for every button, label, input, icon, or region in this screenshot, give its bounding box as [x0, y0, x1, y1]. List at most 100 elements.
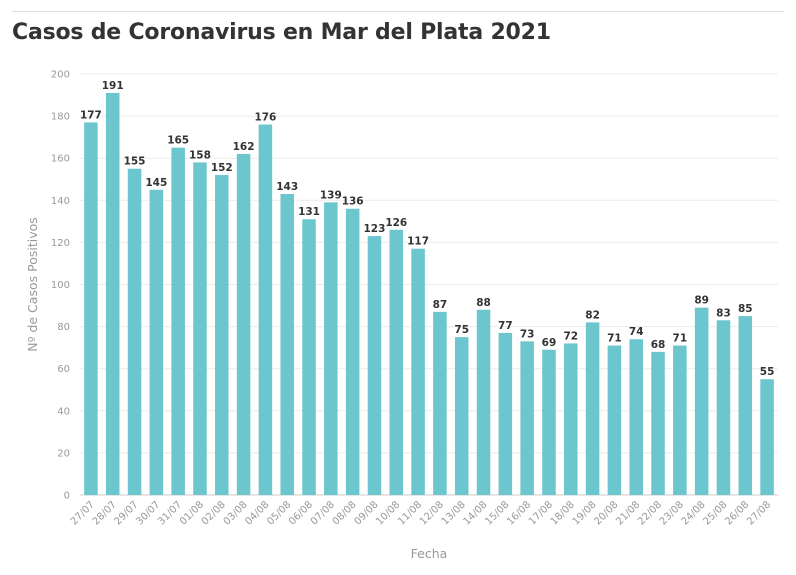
y-tick-label: 0 [64, 491, 70, 502]
y-tick-label: 140 [51, 196, 70, 207]
x-tick-label: 29/07 [112, 499, 140, 527]
bar [542, 349, 556, 495]
data-label: 131 [298, 206, 320, 218]
bar [760, 379, 774, 495]
data-label: 77 [498, 320, 513, 332]
data-label: 123 [364, 223, 386, 235]
y-tick-label: 60 [57, 364, 70, 375]
x-tick-label: 27/07 [69, 499, 97, 527]
bar [258, 124, 273, 496]
x-tick-label: 23/08 [658, 499, 686, 527]
data-label: 158 [189, 149, 211, 161]
x-tick-label: 13/08 [440, 499, 468, 527]
data-label: 136 [342, 196, 364, 208]
data-label: 72 [563, 330, 578, 342]
data-label: 126 [385, 217, 407, 229]
data-label: 89 [694, 295, 709, 307]
bar [694, 307, 709, 495]
x-tick-label: 25/08 [701, 499, 729, 527]
bar [105, 92, 120, 495]
y-tick-label: 40 [57, 406, 70, 417]
data-label: 69 [542, 337, 557, 349]
y-tick-label: 180 [51, 112, 70, 123]
x-tick-label: 19/08 [571, 499, 599, 527]
x-tick-label: 07/08 [309, 499, 337, 527]
data-label: 85 [738, 303, 753, 315]
bar [345, 208, 360, 495]
bar [738, 316, 753, 495]
chart-title: Casos de Coronavirus en Mar del Plata 20… [12, 20, 551, 45]
y-tick-label: 20 [57, 448, 70, 459]
data-label: 162 [233, 141, 255, 153]
bar [564, 343, 578, 495]
data-label: 152 [211, 162, 233, 174]
y-tick-label: 200 [51, 70, 70, 81]
bar [149, 189, 164, 495]
x-tick-label: 28/07 [91, 499, 119, 527]
y-tick-label: 160 [51, 154, 70, 165]
x-tick-label: 04/08 [243, 499, 271, 527]
bar [84, 122, 98, 495]
x-axis-title: Fecha [411, 546, 448, 561]
data-label: 74 [629, 326, 644, 338]
data-label: 55 [760, 366, 775, 378]
bars [84, 92, 774, 496]
x-tick-label: 31/07 [156, 499, 184, 527]
data-label: 139 [320, 189, 342, 201]
bar [520, 341, 534, 495]
x-tick-label: 02/08 [200, 499, 228, 527]
bar [127, 168, 142, 495]
x-tick-label: 03/08 [222, 499, 250, 527]
bar [302, 219, 316, 495]
bar [651, 351, 665, 495]
top-divider [12, 11, 784, 12]
x-tick-label: 05/08 [265, 499, 293, 527]
x-tick-label: 14/08 [461, 499, 489, 527]
data-label: 143 [276, 181, 298, 193]
bar [607, 345, 622, 495]
bar [673, 345, 687, 495]
bar [280, 193, 294, 496]
x-tick-label: 17/08 [527, 499, 555, 527]
x-tick-label: 24/08 [680, 499, 708, 527]
data-label: 88 [476, 297, 491, 309]
bar [585, 322, 600, 495]
x-tick-label: 11/08 [396, 499, 424, 527]
data-label: 117 [407, 236, 429, 248]
bar [236, 153, 251, 496]
data-label: 176 [254, 112, 276, 124]
data-label: 68 [651, 339, 666, 351]
data-label: 145 [145, 177, 167, 189]
x-tick-label: 15/08 [483, 499, 511, 527]
x-tick-label: 12/08 [418, 499, 446, 527]
y-tick-label: 80 [57, 322, 70, 333]
bar [716, 320, 731, 495]
x-tick-label: 08/08 [331, 499, 359, 527]
x-axis-ticks: 27/0728/0729/0730/0731/0701/0802/0803/08… [69, 499, 773, 527]
x-tick-label: 16/08 [505, 499, 533, 527]
bar [193, 162, 207, 495]
x-tick-label: 26/08 [723, 499, 751, 527]
data-label: 191 [102, 80, 124, 92]
data-label: 71 [673, 333, 688, 345]
x-tick-label: 18/08 [549, 499, 577, 527]
data-label: 177 [80, 109, 102, 121]
bar [215, 175, 229, 496]
x-tick-label: 27/08 [745, 499, 773, 527]
x-tick-label: 30/07 [134, 499, 162, 527]
bar [367, 236, 382, 495]
data-label: 87 [433, 299, 448, 311]
y-tick-label: 100 [51, 280, 70, 291]
bar [171, 147, 185, 496]
x-tick-label: 22/08 [636, 499, 664, 527]
bar [498, 332, 513, 495]
data-label: 83 [716, 307, 731, 319]
data-label: 155 [124, 156, 146, 168]
x-tick-label: 10/08 [374, 499, 402, 527]
data-label: 73 [520, 328, 535, 340]
x-tick-label: 20/08 [592, 499, 620, 527]
bar [411, 248, 425, 495]
x-tick-label: 09/08 [352, 499, 380, 527]
